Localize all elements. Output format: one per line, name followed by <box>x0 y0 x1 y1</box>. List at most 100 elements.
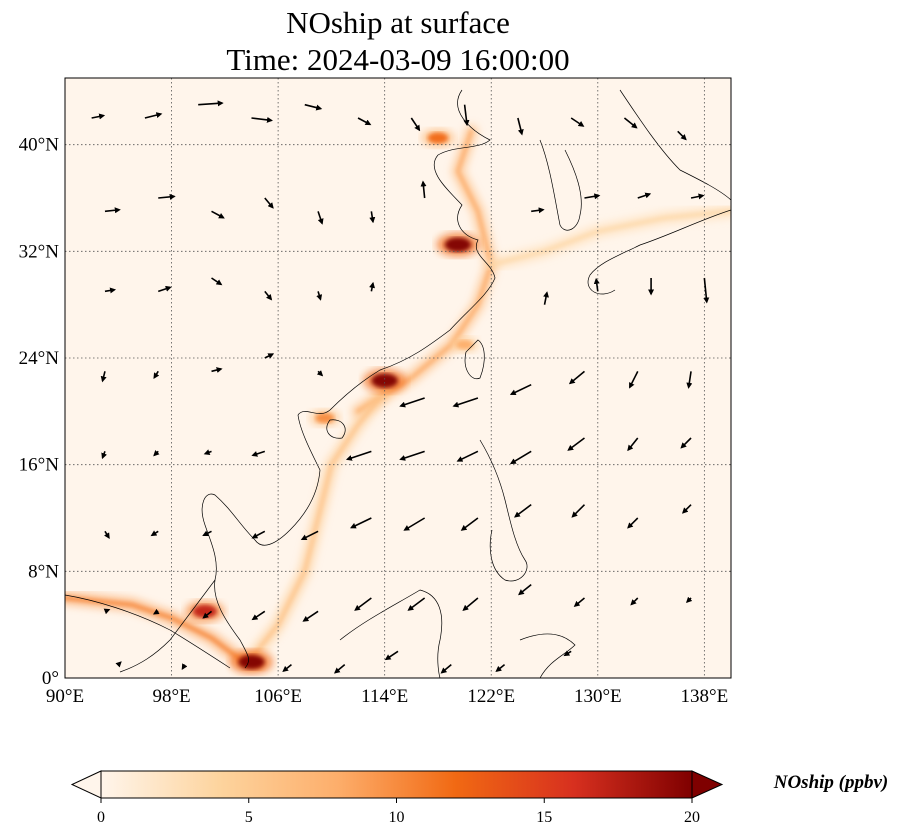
shipping-lane <box>356 129 494 414</box>
wind-arrow <box>211 367 223 373</box>
coastline-borneo <box>339 589 443 678</box>
wind-arrow <box>152 608 160 615</box>
colorbar-label: NOship (ppbv) <box>773 772 889 793</box>
wind-arrow <box>509 383 532 396</box>
y-tick-label: 32°N <box>19 241 60 262</box>
colorbar-extend-high <box>691 770 724 799</box>
coastlines <box>65 89 731 678</box>
wind-arrow <box>300 530 319 541</box>
wind-arrow <box>420 180 427 199</box>
x-tick-label: 114°E <box>361 686 408 707</box>
hotspot <box>427 132 449 144</box>
wind-arrow <box>399 397 425 408</box>
wind-arrow <box>677 130 687 141</box>
wind-arrow <box>144 112 163 119</box>
coastline-hainan <box>326 419 346 439</box>
wind-arrow <box>570 117 585 127</box>
y-tick-label: 16°N <box>19 455 60 476</box>
x-tick-label: 106°E <box>254 686 302 707</box>
wind-arrow <box>251 530 266 539</box>
hotspot <box>192 604 217 618</box>
wind-arrow <box>302 610 319 622</box>
colorbar-extend-low <box>70 770 102 799</box>
wind-arrow <box>452 397 479 408</box>
coastline-sulawesi <box>519 633 576 678</box>
hotspot <box>238 654 265 670</box>
wind-arrow <box>357 117 372 126</box>
hotspot <box>371 373 398 388</box>
wind-arrow <box>399 450 425 461</box>
chart-subtitle: Time: 2024-03-09 16:00:00 <box>226 42 569 77</box>
map-panel <box>65 78 731 678</box>
wind-arrow <box>627 437 639 452</box>
y-axis-ticks: 0° 8°N 16°N 24°N 32°N 40°N <box>19 135 60 689</box>
wind-arrow <box>202 530 212 537</box>
hotspots-layer <box>185 128 480 674</box>
wind-arrow <box>211 277 223 286</box>
wind-arrow <box>264 290 273 301</box>
y-tick-label: 0° <box>42 668 59 689</box>
gridlines <box>65 78 731 678</box>
colorbar-ticks: 0 5 10 15 20 <box>97 798 700 826</box>
wind-arrow <box>100 371 107 383</box>
wind-arrow <box>543 291 549 305</box>
wind-arrow <box>623 117 638 129</box>
coastline-indochina <box>201 414 321 669</box>
x-tick-label: 130°E <box>574 686 622 707</box>
coastline-malay <box>119 579 216 673</box>
wind-arrow <box>584 193 601 200</box>
wind-arrow <box>407 597 426 611</box>
wind-arrow <box>690 193 705 200</box>
coastline-japan <box>587 89 731 295</box>
wind-arrow <box>680 437 692 449</box>
wind-arrow <box>317 211 324 225</box>
wind-arrow <box>198 100 224 107</box>
x-tick-label: 90°E <box>46 686 84 707</box>
wind-arrow <box>410 117 421 132</box>
wind-arrow <box>350 517 372 529</box>
wind-arrow <box>440 664 452 674</box>
wind-arrow <box>345 450 372 461</box>
wind-arrow <box>153 370 160 380</box>
colorbar-tick-label: 5 <box>245 809 253 826</box>
wind-arrow <box>354 597 372 611</box>
wind-arrow <box>384 650 399 661</box>
x-tick-label: 122°E <box>467 686 515 707</box>
wind-arrow <box>637 192 652 199</box>
coastline-taiwan <box>464 339 485 380</box>
colorbar-body <box>100 770 693 799</box>
wind-arrow <box>333 664 346 674</box>
wind-arrow <box>103 608 111 615</box>
wind-arrow <box>104 287 117 294</box>
colorbar-tick-label: 10 <box>389 809 405 826</box>
coastline-korea <box>539 139 582 231</box>
wind-arrow <box>518 584 532 596</box>
wind-arrow <box>685 596 693 604</box>
hotspot <box>444 237 472 252</box>
colorbar-tick-label: 15 <box>536 809 552 826</box>
wind-arrow <box>115 661 122 668</box>
wind-arrow <box>282 664 292 673</box>
map-frame <box>64 77 732 679</box>
wind-arrow <box>104 207 121 214</box>
wind-arrow <box>460 517 479 531</box>
wind-arrow <box>517 117 524 136</box>
wind-arrow <box>251 116 273 123</box>
wind-arrow <box>462 597 479 611</box>
wind-arrow <box>531 207 545 214</box>
wind-arrow <box>316 291 323 301</box>
hotspot <box>315 412 335 424</box>
wind-arrow <box>157 285 172 293</box>
wind-arrow <box>264 353 275 359</box>
x-tick-label: 98°E <box>152 686 190 707</box>
wind-arrow <box>573 597 585 607</box>
wind-arrow <box>91 113 106 120</box>
wind-arrow <box>203 449 212 455</box>
shipping-lane <box>249 389 387 660</box>
wind-arrow <box>369 281 376 292</box>
wind-arrow <box>509 450 532 465</box>
wind-arrow <box>304 103 323 111</box>
wind-arrow <box>703 277 710 304</box>
wind-arrow <box>104 530 110 540</box>
